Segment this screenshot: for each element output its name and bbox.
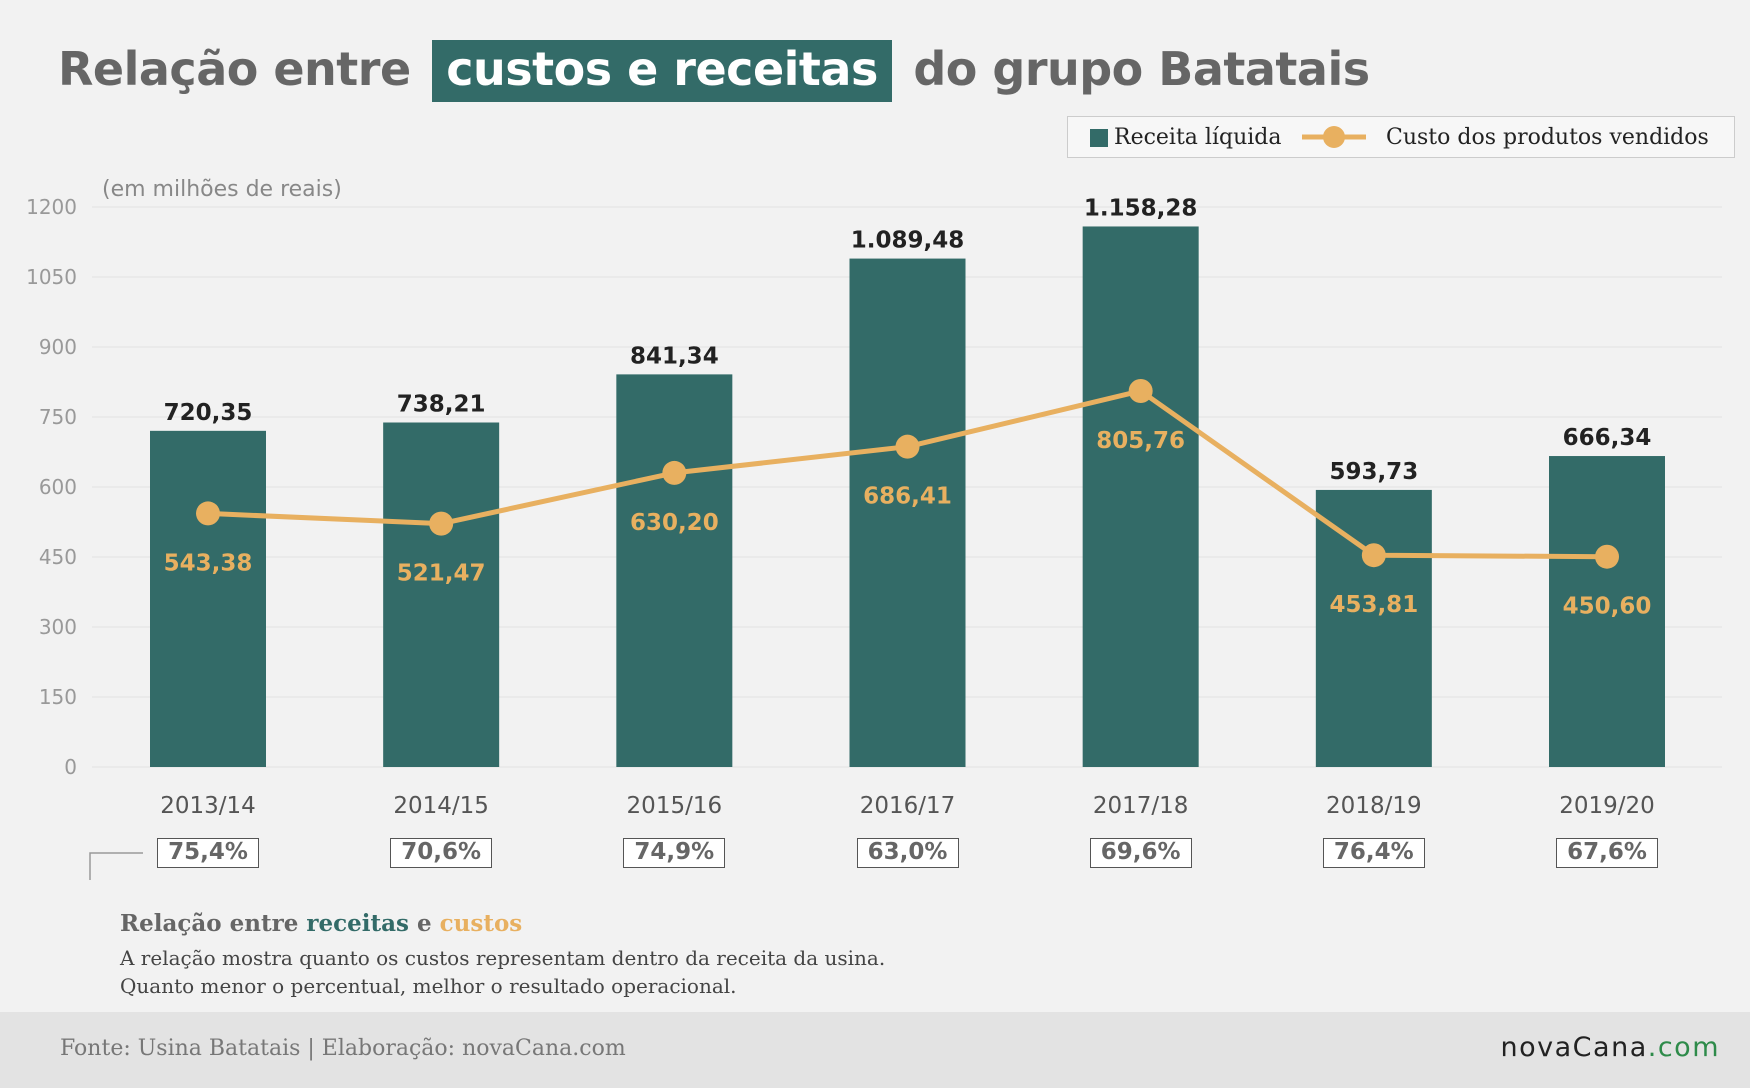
cost-value-label: 543,38	[164, 550, 253, 576]
ratio-badge: 67,6%	[1556, 838, 1658, 868]
cost-value-label: 686,41	[863, 484, 952, 510]
ratio-badge: 75,4%	[157, 838, 259, 868]
bar-value-label: 738,21	[397, 392, 486, 418]
ratio-badge: 69,6%	[1089, 838, 1192, 868]
y-tick-label: 1050	[26, 265, 77, 289]
cost-value-label: 453,81	[1329, 592, 1418, 618]
y-tick-label: 150	[39, 685, 77, 709]
bar	[1315, 489, 1432, 767]
note-title: Relação entre receitas e custos	[120, 910, 522, 937]
legend-line-label: Custo dos produtos vendidos	[1386, 125, 1709, 150]
cost-point	[1595, 544, 1619, 569]
bar-value-label: 720,35	[164, 400, 253, 426]
cost-value-label: 521,47	[397, 561, 486, 587]
y-tick-label: 600	[39, 475, 77, 499]
cost-value-label: 630,20	[630, 510, 719, 536]
y-tick-label: 750	[39, 405, 77, 429]
cost-point	[662, 460, 687, 485]
note-title-receitas: receitas	[306, 910, 409, 937]
title-suffix: do grupo Batatais	[913, 42, 1370, 96]
note-title-e: e	[417, 910, 432, 937]
y-tick-label: 450	[39, 545, 77, 569]
note-title-prefix: Relação entre	[120, 910, 299, 937]
legend-line-swatch-icon	[1302, 126, 1366, 148]
bar	[849, 258, 966, 767]
cost-point	[429, 511, 454, 536]
cost-value-label: 805,76	[1096, 428, 1185, 454]
bar-value-label: 841,34	[630, 343, 719, 369]
bar-value-label: 666,34	[1563, 425, 1652, 451]
x-tick-label: 2017/18	[1093, 793, 1189, 819]
cost-point	[895, 434, 920, 459]
bar	[150, 430, 266, 767]
ratio-badge: 70,6%	[390, 838, 493, 868]
y-tick-label: 300	[39, 615, 77, 639]
cost-point	[1128, 378, 1153, 403]
x-tick-label: 2016/17	[860, 793, 956, 819]
x-tick-label: 2019/20	[1559, 793, 1655, 819]
x-tick-label: 2014/15	[393, 793, 489, 819]
bar	[383, 422, 500, 767]
cost-value-label: 450,60	[1563, 594, 1652, 620]
title-highlight: custos e receitas	[432, 40, 892, 102]
y-tick-label: 1200	[26, 195, 77, 219]
note-text: A relação mostra quanto os custos repres…	[120, 944, 885, 1000]
novacana-logo[interactable]: novaCana.com	[1501, 1032, 1720, 1063]
x-tick-label: 2018/19	[1326, 793, 1422, 819]
logo-main: novaCana	[1500, 1032, 1648, 1063]
bar	[1549, 456, 1665, 767]
legend-bar-swatch-icon	[1090, 129, 1108, 147]
cost-point	[1361, 543, 1386, 568]
bar-value-label: 1.158,28	[1084, 195, 1198, 221]
chart-plot: (em milhões de reais) 0 150 300 450 600 750 900…	[26, 177, 1722, 880]
y-unit-note: (em milhões de reais)	[102, 177, 342, 202]
chart-title: Relação entre custos e receitas do grupo…	[58, 40, 1370, 102]
ratio-badge: 74,9%	[623, 838, 726, 868]
bar	[1082, 226, 1199, 767]
note-title-custos: custos	[439, 910, 523, 937]
logo-suffix: .com	[1647, 1032, 1720, 1063]
y-tick-label: 0	[64, 755, 77, 779]
ratio-badge: 76,4%	[1322, 838, 1425, 868]
legend-bar-label: Receita líquida	[1114, 125, 1282, 150]
bar	[616, 374, 733, 767]
note-line-1: A relação mostra quanto os custos repres…	[120, 946, 886, 970]
ratio-badge: 63,0%	[856, 838, 959, 868]
chart-legend: Receita líquida Custo dos produtos vendi…	[1067, 116, 1735, 158]
title-prefix: Relação entre	[58, 42, 411, 96]
bar-value-label: 1.089,48	[851, 228, 965, 254]
x-tick-label: 2013/14	[160, 793, 256, 819]
footer: Fonte: Usina Batatais | Elaboração: nova…	[0, 1012, 1750, 1088]
x-tick-label: 2015/16	[627, 793, 723, 819]
bar-value-label: 593,73	[1329, 459, 1418, 485]
note-line-2: Quanto menor o percentual, melhor o resu…	[120, 974, 737, 998]
y-tick-label: 900	[39, 335, 77, 359]
footer-source: Fonte: Usina Batatais | Elaboração: nova…	[60, 1036, 626, 1061]
note-bracket	[89, 852, 143, 880]
cost-point	[196, 501, 220, 526]
